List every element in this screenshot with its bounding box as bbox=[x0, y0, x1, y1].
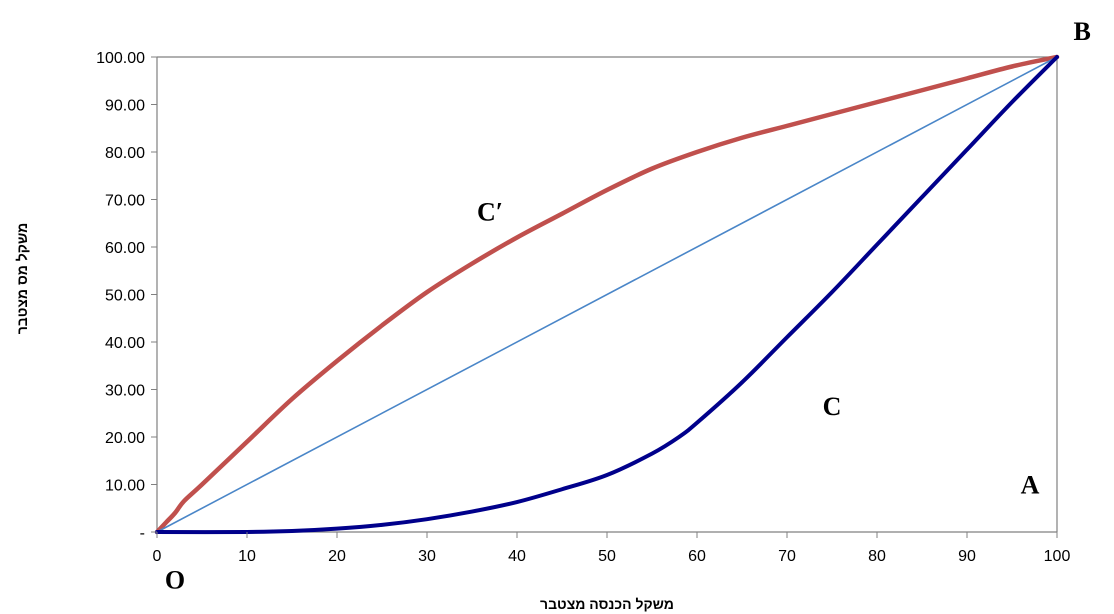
series-layer bbox=[154, 54, 1060, 535]
y-tick-label: 40.00 bbox=[105, 335, 145, 352]
annotation-label: O bbox=[165, 566, 185, 595]
x-tick-label: 10 bbox=[238, 548, 256, 565]
x-tick-label: 30 bbox=[418, 548, 436, 565]
x-tick-label: 80 bbox=[868, 548, 886, 565]
y-tick-label: 60.00 bbox=[105, 240, 145, 257]
x-tick-label: 50 bbox=[598, 548, 616, 565]
y-tick-label: 30.00 bbox=[105, 383, 145, 400]
x-tick-label: 60 bbox=[688, 548, 706, 565]
x-tick-label: 40 bbox=[508, 548, 526, 565]
equality-diagonal bbox=[156, 56, 1058, 533]
y-tick-label: 50.00 bbox=[105, 288, 145, 305]
concave-curve-c-prime bbox=[154, 54, 1060, 535]
annotation-label: C bbox=[823, 392, 842, 421]
x-tick-label: 20 bbox=[328, 548, 346, 565]
y-tick-label: 100.00 bbox=[96, 50, 145, 67]
y-tick-label: - bbox=[140, 525, 145, 542]
x-tick-label: 90 bbox=[958, 548, 976, 565]
x-tick-label: 100 bbox=[1044, 548, 1071, 565]
y-axis-ticks: - 10.00 20.00 30.00 40.00 50.00 60.00 70.00 80.0… bbox=[96, 50, 157, 542]
x-tick-label: 70 bbox=[778, 548, 796, 565]
x-tick-label: 0 bbox=[153, 548, 162, 565]
y-tick-label: 70.00 bbox=[105, 193, 145, 210]
x-axis-title: משקל הכנסה מצטבר bbox=[540, 596, 674, 612]
y-axis-title: משקל מס מצטבר bbox=[14, 223, 30, 335]
x-axis-ticks: 0 10 20 30 40 50 60 70 80 90 100 bbox=[153, 532, 1071, 565]
annotation-label: A bbox=[1021, 471, 1040, 500]
annotation-label: C′ bbox=[477, 197, 503, 226]
y-tick-label: 80.00 bbox=[105, 145, 145, 162]
y-tick-label: 10.00 bbox=[105, 478, 145, 495]
annotation-label: B bbox=[1074, 17, 1091, 46]
convex-curve-c bbox=[155, 55, 1059, 535]
annotations: B C′ C A O bbox=[165, 17, 1091, 595]
y-tick-label: 20.00 bbox=[105, 430, 145, 447]
y-tick-label: 90.00 bbox=[105, 98, 145, 115]
